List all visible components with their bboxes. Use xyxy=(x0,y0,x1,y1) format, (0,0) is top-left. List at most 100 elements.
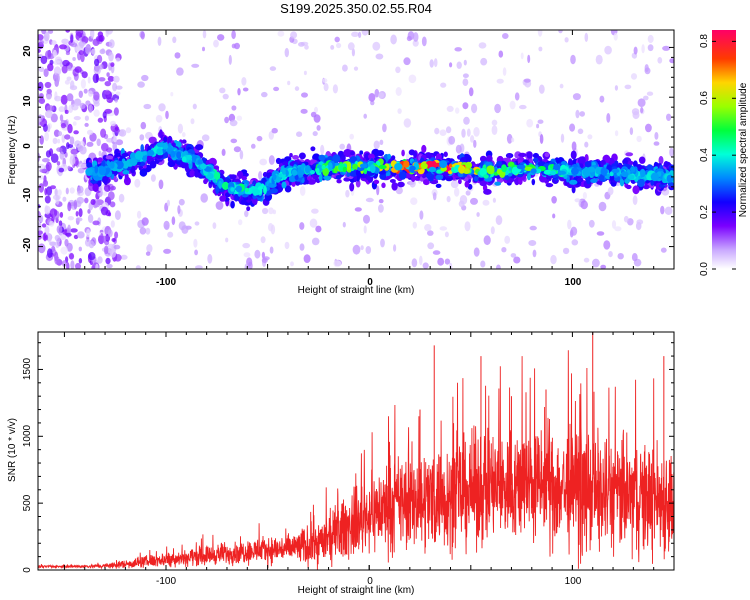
heatmap-blob xyxy=(632,195,638,206)
heatmap-blob xyxy=(537,30,543,37)
heatmap-blob xyxy=(462,73,469,78)
heatmap-blob xyxy=(569,179,578,185)
heatmap-blob xyxy=(588,219,595,228)
heatmap-blob xyxy=(67,65,72,71)
heatmap-blob xyxy=(101,142,109,152)
heatmap-blob xyxy=(72,57,76,61)
heatmap-blob xyxy=(145,227,151,235)
heatmap-blob xyxy=(43,175,47,185)
heatmap-blob xyxy=(636,219,644,225)
heatmap-blob xyxy=(55,240,60,248)
heatmap-blob xyxy=(237,88,241,96)
heatmap-blob xyxy=(121,152,129,157)
heatmap-blob xyxy=(501,247,507,253)
heatmap-blob xyxy=(376,150,385,157)
heatmap-blob xyxy=(608,251,613,258)
heatmap-blob xyxy=(66,262,70,269)
heatmap-blob xyxy=(294,86,300,91)
heatmap-blob xyxy=(408,74,417,84)
heatmap-blob xyxy=(163,248,172,254)
heatmap-blob xyxy=(480,57,488,66)
heatmap-blob xyxy=(572,93,581,101)
heatmap-blob xyxy=(135,265,141,269)
heatmap-blob xyxy=(296,131,303,137)
heatmap-blob xyxy=(145,251,151,256)
heatmap-blob xyxy=(229,119,238,127)
heatmap-blob xyxy=(239,150,244,160)
heatmap-blob xyxy=(202,46,205,52)
colorbar: 0.0 0.2 0.4 0.6 0.8 Normalized spectral … xyxy=(699,30,749,276)
heatmap-blob xyxy=(157,36,162,46)
heatmap-blob xyxy=(528,240,537,246)
heatmap-blob xyxy=(401,149,405,157)
heatmap-blob xyxy=(332,84,338,94)
heatmap-blob xyxy=(107,75,115,82)
heatmap-blob xyxy=(599,95,605,103)
snr-panel: -100 0 100 0 500 1000 1500 Height of str… xyxy=(7,331,675,596)
heatmap-blob xyxy=(621,171,629,178)
heatmap-blob xyxy=(360,245,364,251)
heatmap-blob xyxy=(176,67,184,76)
heatmap-blob xyxy=(156,142,165,148)
heatmap-blob xyxy=(251,143,256,149)
heatmap-blob xyxy=(583,257,590,263)
heatmap-blob xyxy=(422,262,429,269)
heatmap-blob xyxy=(595,166,602,175)
heatmap-blob xyxy=(351,48,355,57)
heatmap-blob xyxy=(192,103,197,110)
heatmap-blob xyxy=(90,199,96,205)
heatmap-blob xyxy=(64,109,69,114)
heatmap-blob xyxy=(322,167,330,177)
heatmap-blob xyxy=(70,228,78,233)
heatmap-blob xyxy=(45,50,52,60)
heatmap-blob xyxy=(439,129,447,136)
heatmap-blob xyxy=(38,163,45,170)
heatmap-blob xyxy=(195,265,203,269)
heatmap-blob xyxy=(466,128,471,137)
heatmap-blob xyxy=(191,63,200,68)
heatmap-blob xyxy=(640,168,646,178)
heatmap-blob xyxy=(244,187,250,193)
heatmap-blob xyxy=(54,255,60,265)
heatmap-blob xyxy=(428,176,434,182)
heatmap-blob xyxy=(584,32,589,43)
heatmap-blob xyxy=(69,155,76,166)
heatmap-blob xyxy=(440,82,447,88)
heatmap-blob xyxy=(113,244,121,250)
heatmap-blob xyxy=(315,225,322,233)
heatmap-blob xyxy=(395,66,401,74)
heatmap-blob xyxy=(536,123,540,129)
heatmap-blob xyxy=(545,183,554,188)
heatmap-blob xyxy=(38,81,44,92)
heatmap-blob xyxy=(190,118,195,125)
heatmap-blob xyxy=(246,206,251,212)
heatmap-blob xyxy=(577,177,584,183)
heatmap-blob xyxy=(312,131,318,137)
heatmap-blob xyxy=(429,59,434,68)
heatmap-blob xyxy=(42,158,50,163)
heatmap-blob xyxy=(342,64,348,72)
heatmap-blob xyxy=(611,168,620,174)
heatmap-blob xyxy=(478,42,487,49)
heatmap-blob xyxy=(182,132,186,138)
heatmap-blob xyxy=(405,153,410,162)
heatmap-blob xyxy=(523,78,531,83)
heatmap-blob xyxy=(114,231,119,239)
heatmap-blob xyxy=(506,133,513,144)
heatmap-blob xyxy=(645,123,652,133)
heatmap-blob xyxy=(444,231,449,238)
heatmap-blob xyxy=(262,207,269,215)
heatmap-blob xyxy=(365,197,374,203)
heatmap-blob xyxy=(197,159,203,165)
heatmap-blob xyxy=(77,231,85,239)
heatmap-blob xyxy=(310,111,317,118)
heatmap-blob xyxy=(345,189,350,198)
heatmap-blob xyxy=(339,143,346,150)
heatmap-blob xyxy=(479,180,488,187)
heatmap-blob xyxy=(102,111,107,119)
heatmap-blob xyxy=(112,82,118,92)
heatmap-blob xyxy=(292,155,300,160)
heatmap-blob xyxy=(59,114,64,122)
heatmap-blob xyxy=(378,204,384,213)
heatmap-blob xyxy=(530,168,537,174)
